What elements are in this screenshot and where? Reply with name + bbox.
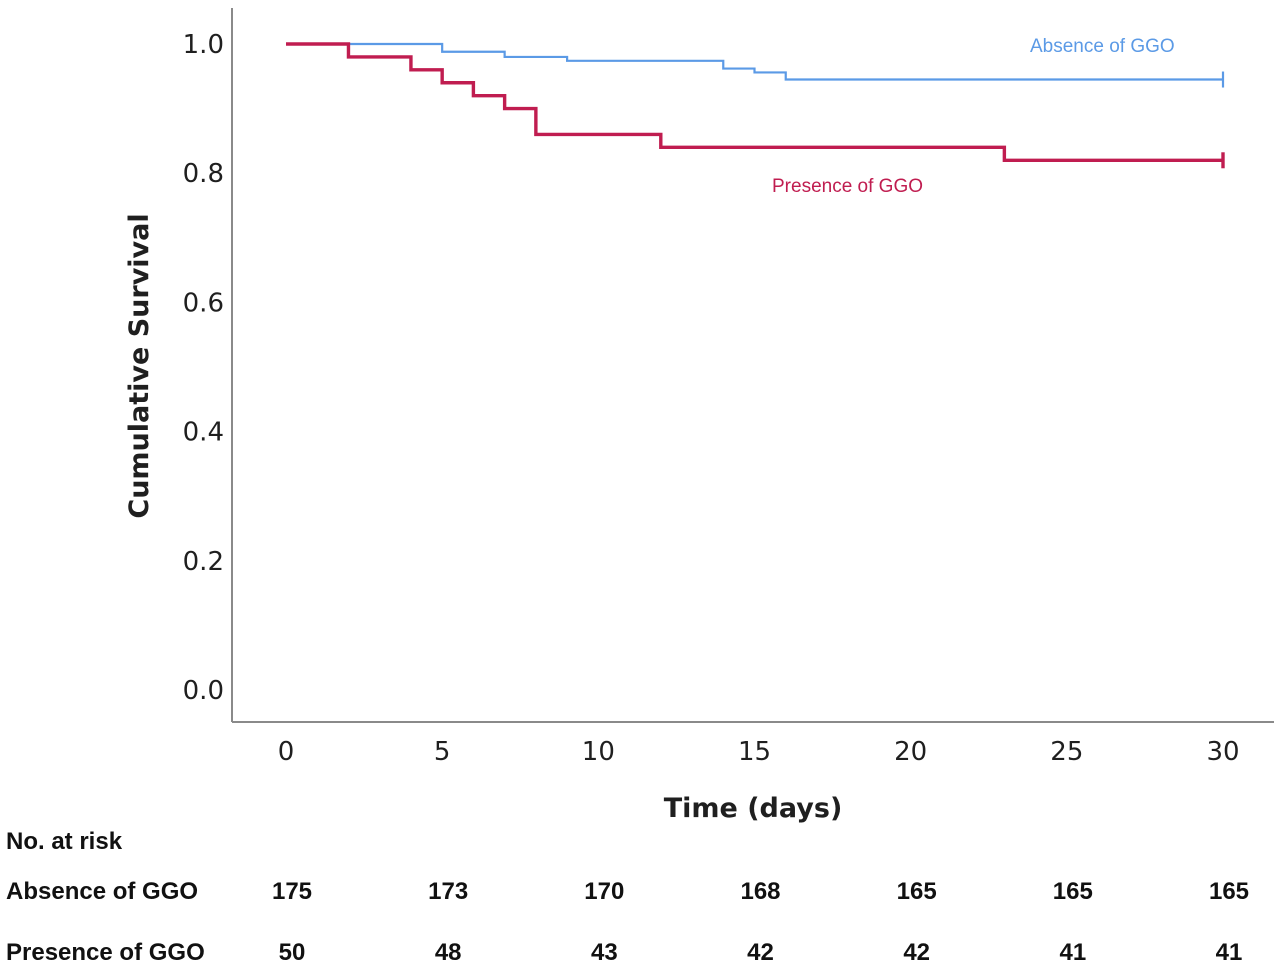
- risk-value: 165: [1209, 878, 1249, 905]
- risk-value: 168: [740, 878, 780, 905]
- risk-table: No. at risk Absence of GGO 175 173 170 168 16…: [6, 828, 1249, 966]
- series-line-absence-of-ggo: [286, 42, 1223, 81]
- y-tick-label: 0.8: [183, 159, 224, 189]
- risk-value: 41: [1216, 939, 1243, 966]
- x-tick-label: 25: [1050, 737, 1083, 767]
- y-tick-label: 1.0: [183, 30, 224, 60]
- y-tick-label: 0.6: [183, 288, 224, 318]
- risk-value: 43: [591, 939, 618, 966]
- x-tick-label: 15: [738, 737, 771, 767]
- risk-row-label: Absence of GGO: [6, 878, 198, 905]
- risk-value: 50: [279, 939, 306, 966]
- risk-value: 175: [272, 878, 312, 905]
- series-label: Absence of GGO: [1030, 36, 1175, 57]
- series-label: Presence of GGO: [772, 176, 923, 197]
- risk-row-label: Presence of GGO: [6, 939, 205, 966]
- x-tick-label: 30: [1206, 737, 1239, 767]
- x-tick-label: 20: [894, 737, 927, 767]
- x-axis-title: Time (days): [664, 793, 843, 824]
- y-tick-label: 0.0: [183, 676, 224, 706]
- risk-value: 42: [747, 939, 774, 966]
- risk-value: 41: [1059, 939, 1086, 966]
- risk-value: 170: [584, 878, 624, 905]
- x-tick-label: 0: [278, 737, 295, 767]
- risk-value: 165: [1053, 878, 1093, 905]
- risk-value: 165: [897, 878, 937, 905]
- tick-labels: 0.0 0.2 0.4 0.6 0.8 1.0 0 5 10 15 20 25 30: [183, 30, 1240, 767]
- y-tick-label: 0.4: [183, 418, 224, 448]
- series-labels: Absence of GGO Presence of GGO: [772, 36, 1175, 197]
- x-tick-label: 10: [582, 737, 615, 767]
- y-axis-title: Cumulative Survival: [124, 213, 155, 518]
- series-lines: [286, 42, 1225, 169]
- axes: [231, 8, 1274, 723]
- y-tick-label: 0.2: [183, 547, 224, 577]
- series-line-presence-of-ggo: [286, 42, 1223, 162]
- x-tick-label: 5: [434, 737, 451, 767]
- risk-value: 48: [435, 939, 462, 966]
- risk-value: 42: [903, 939, 930, 966]
- risk-table-header: No. at risk: [6, 828, 123, 855]
- risk-value: 173: [428, 878, 468, 905]
